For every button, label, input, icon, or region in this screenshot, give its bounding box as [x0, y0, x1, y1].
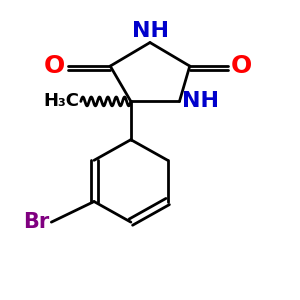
Text: NH: NH [182, 92, 219, 111]
Text: H₃C: H₃C [43, 92, 79, 110]
Text: Br: Br [23, 212, 49, 232]
Text: O: O [231, 54, 252, 78]
Text: O: O [44, 54, 64, 78]
Text: NH: NH [131, 21, 169, 41]
